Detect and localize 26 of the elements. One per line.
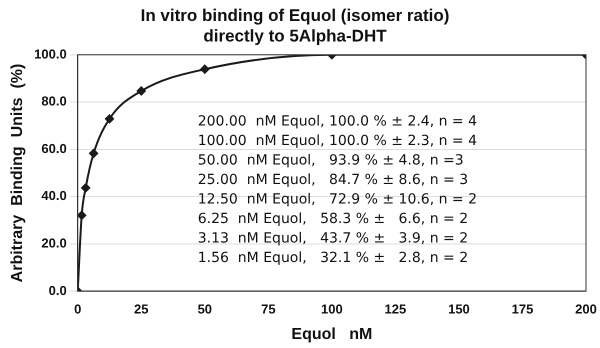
y-tick-label: 0.0 [48,282,67,298]
annotation: 25.00 nM Equol, 84.7 % ± 8.6, n = 3 [198,172,468,188]
chart-title: In vitro binding of Equol (isomer ratio) directly to 5Alpha-DHT [140,6,450,46]
annotation: 50.00 nM Equol, 93.9 % ± 4.8, n =3 [198,152,464,168]
y-tick-label: 80.0 [41,94,67,109]
x-tick-label: 50 [198,302,212,317]
y-tick-label: 20.0 [41,236,67,250]
y-axis-title: Arbitrary Binding Units (%) [9,64,26,282]
x-tick-label: 125 [384,302,406,317]
x-tick-label: 0 [74,302,82,317]
annotation: 100.00 nM Equol, 100.0 % ± 2.3, n = 4 [198,132,478,149]
annotation: 200.00 nM Equol, 100.0 % ± 2.4, n = 4 [198,113,478,130]
annotation: 1.56 nM Equol, 32.1 % ± 2.8, n = 2 [198,250,468,266]
annotation: 6.25 nM Equol, 58.3 % ± 6.6, n = 2 [198,210,468,227]
x-axis-title: Equol nM [291,326,372,343]
y-tick-label: 60.0 [41,140,67,156]
annotation: 12.50 nM Equol, 72.9 % ± 10.6, n = 2 [198,191,478,208]
x-tick-label: 25 [134,302,148,317]
x-tick-label: 175 [512,302,534,317]
x-tick-label: 75 [261,302,276,317]
y-tick-label: 40.0 [41,188,67,204]
y-tick-label: 100.0 [34,46,67,62]
x-tick-label: 100 [321,302,343,317]
x-tick-label: 200 [575,302,597,317]
annotation: 3.13 nM Equol, 43.7 % ± 3.9, n = 2 [198,230,468,246]
x-tick-label: 150 [448,302,470,317]
